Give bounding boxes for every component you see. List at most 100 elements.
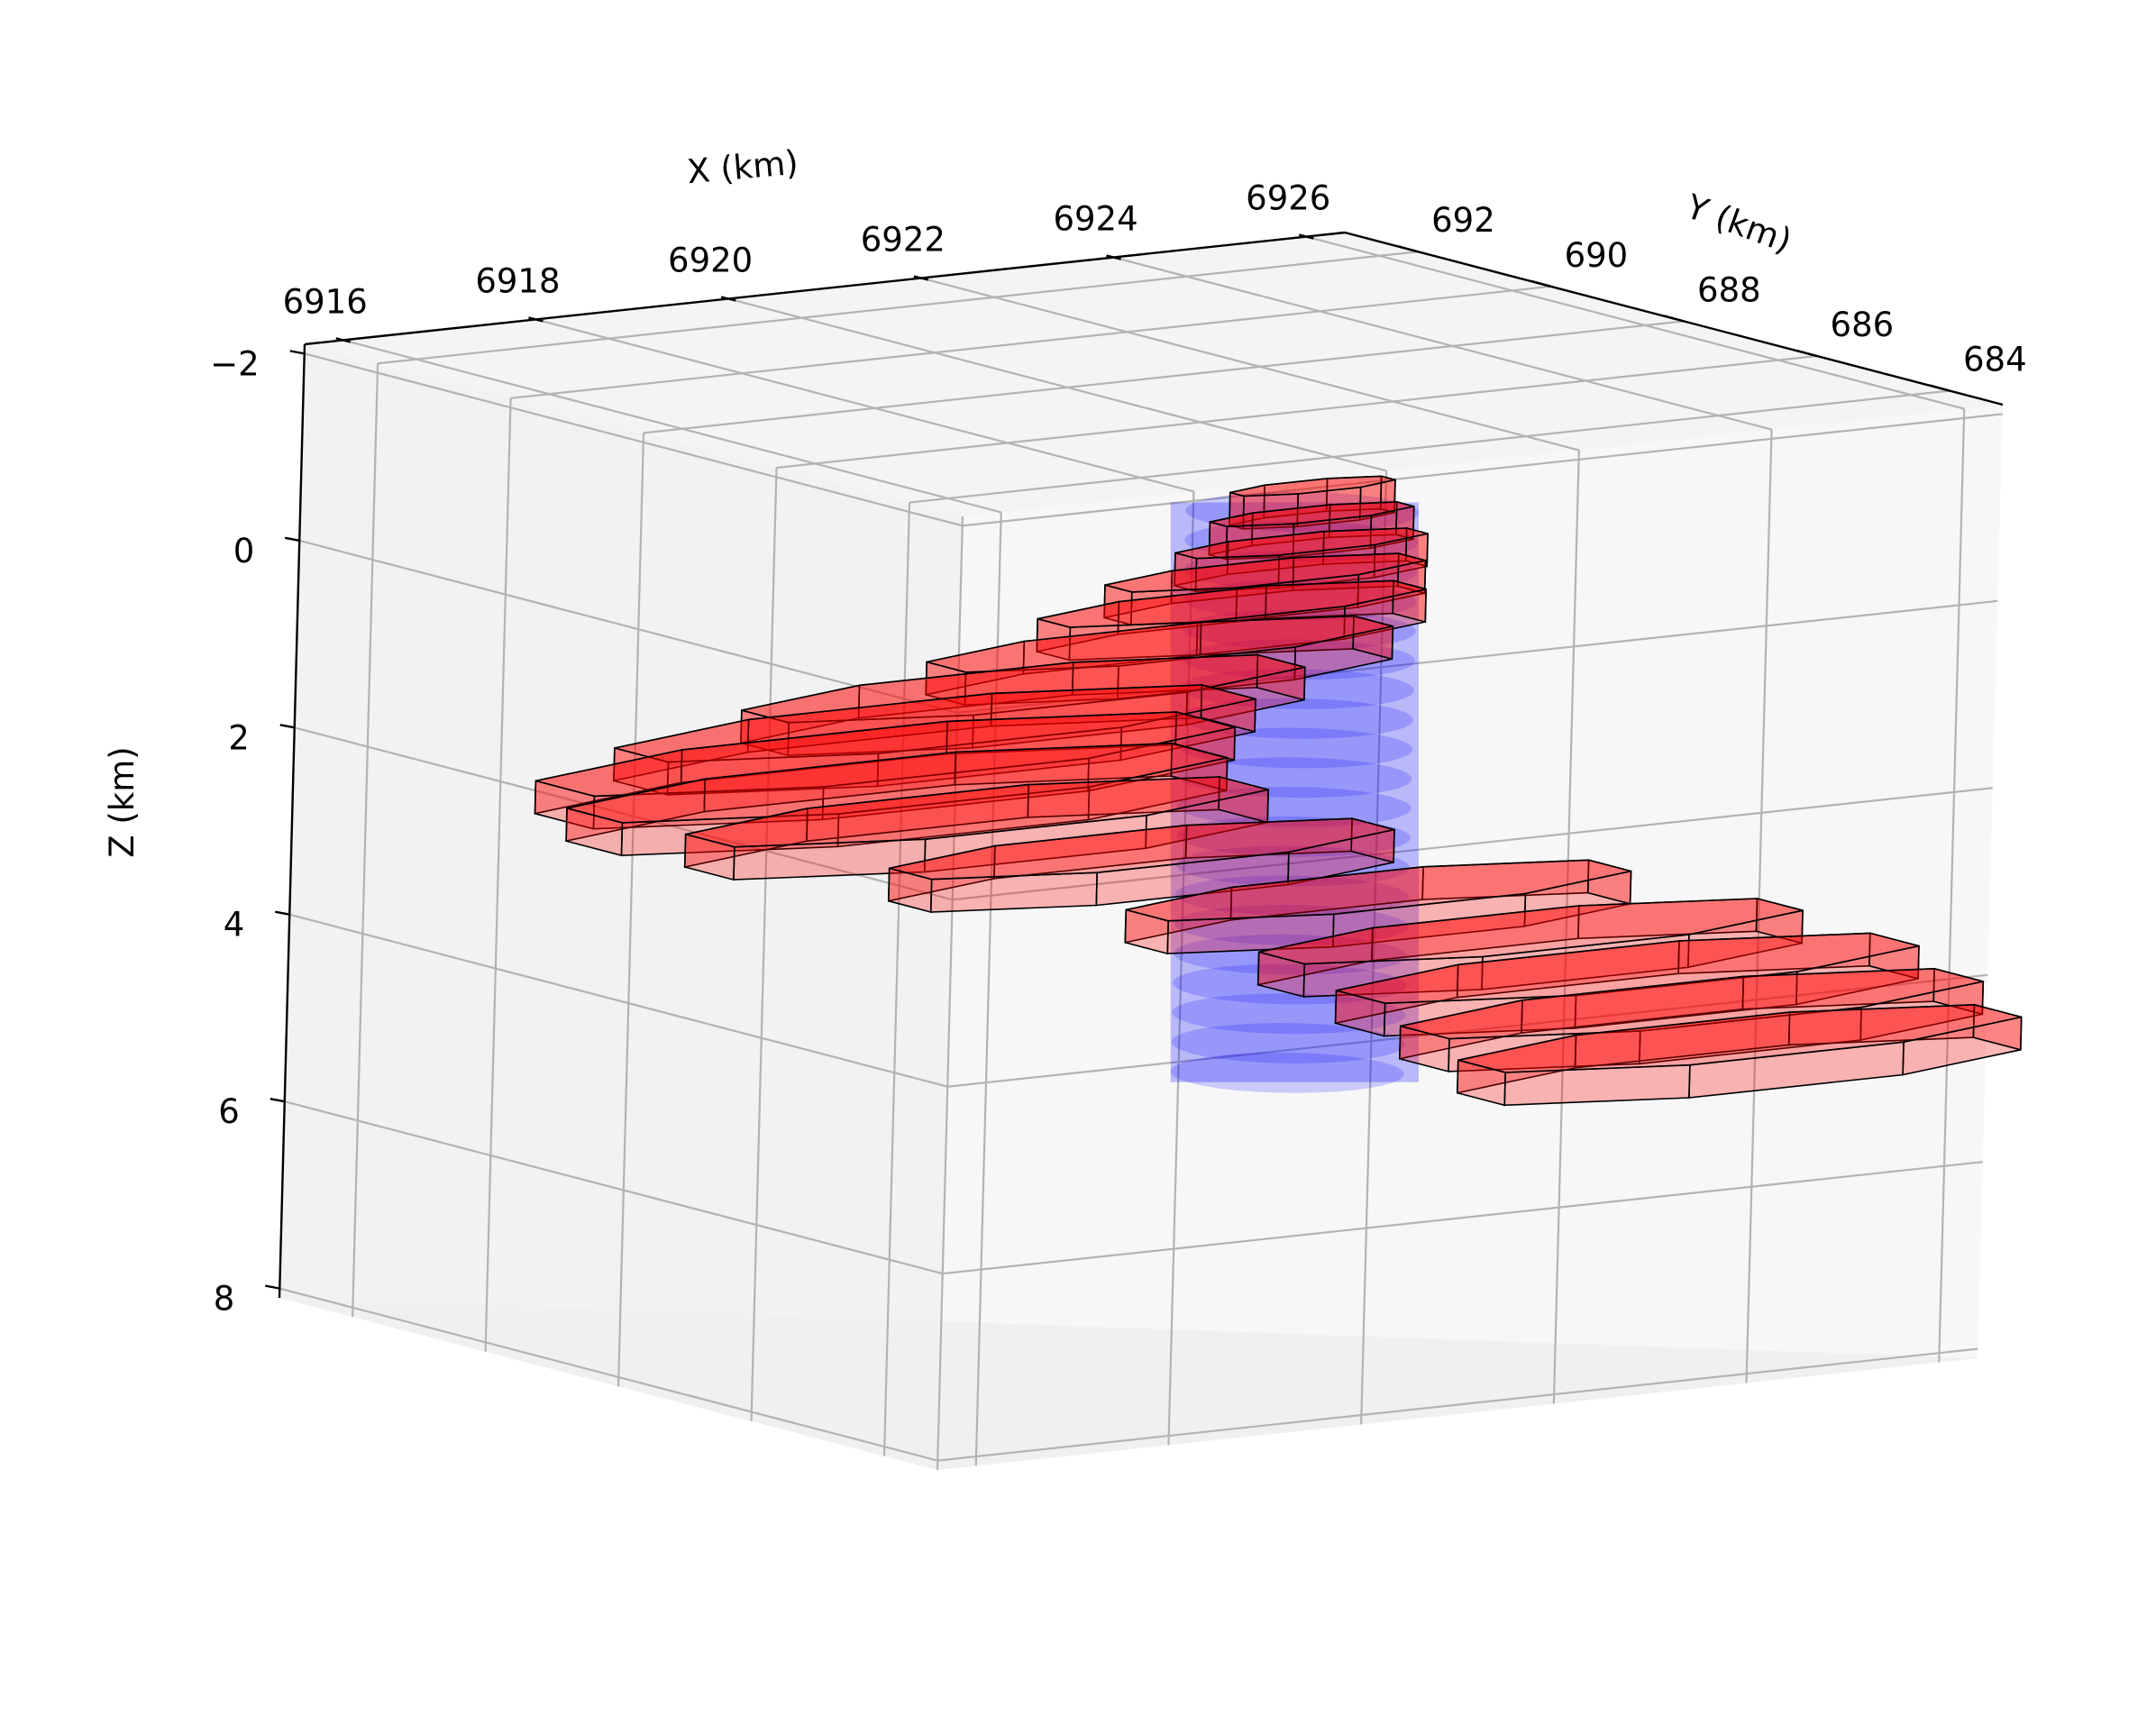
- z-tick-label: 6: [218, 1092, 240, 1131]
- grid-line-y-wall: [352, 363, 379, 1318]
- y-tick: [1663, 315, 1685, 323]
- cylinder-layer: [1170, 1052, 1404, 1093]
- z-tick: [279, 724, 295, 729]
- pane-floor: [279, 1298, 1978, 1470]
- y-tick-label: 686: [1831, 306, 1895, 344]
- slab-top: [1104, 552, 1426, 593]
- grid-line-y-top: [776, 354, 1817, 470]
- cylinder-layer: [1180, 698, 1413, 739]
- x-tick: [720, 296, 736, 302]
- grid-line-y-wall: [617, 433, 645, 1387]
- slab-top: [1336, 932, 1920, 1005]
- slab-top: [1037, 580, 1427, 628]
- pane-x-wall: [279, 344, 963, 1470]
- cylinder-layer: [1175, 875, 1409, 917]
- grid-line-z-left: [279, 1287, 938, 1462]
- x-tick: [1298, 233, 1314, 240]
- x-tick: [335, 337, 352, 343]
- grid-line-z-left: [284, 1100, 944, 1275]
- x-axis-label: X (km): [686, 143, 800, 192]
- x-tick: [913, 275, 929, 281]
- slab-top: [1258, 898, 1804, 965]
- grid-line-y-top: [643, 320, 1685, 434]
- z-tick: [285, 536, 300, 543]
- cylinder-layer: [1178, 757, 1412, 799]
- x-tick-label: 6922: [861, 221, 946, 260]
- z-tick: [270, 1097, 285, 1103]
- cylinder-layer: [1184, 521, 1419, 562]
- grid-line-z-left: [298, 539, 958, 714]
- y-tick: [1530, 279, 1551, 288]
- grid-line-y-top: [377, 251, 1419, 365]
- z-tick: [289, 350, 305, 355]
- slab-top: [926, 615, 1393, 673]
- cylinder-layer: [1172, 993, 1406, 1035]
- cylinder-layer: [1174, 905, 1408, 945]
- slab-top: [535, 711, 1236, 798]
- grid-line-z-back: [952, 787, 1993, 901]
- grid-line-z-back: [937, 1347, 1978, 1462]
- slab-top: [1126, 859, 1631, 922]
- slab-top: [685, 776, 1269, 848]
- z-tick-label: 4: [224, 906, 245, 945]
- x-tick: [1106, 254, 1121, 260]
- grid-line-x-top: [920, 277, 1580, 452]
- z-axis-line: [278, 343, 306, 1299]
- y-tick-label: 692: [1431, 201, 1495, 240]
- pane-top: [305, 233, 2003, 516]
- slab-top: [1174, 527, 1429, 560]
- x-axis-line: [304, 231, 1346, 346]
- slab-top: [1229, 475, 1396, 497]
- grid-line-x-wall: [1938, 408, 1966, 1363]
- y-tick: [1929, 384, 1950, 392]
- grid-line-y-top: [909, 389, 1950, 504]
- z-tick-label: 8: [214, 1280, 235, 1319]
- y-tick-label: 688: [1697, 270, 1761, 309]
- z-tick-label: −2: [210, 344, 260, 383]
- x-tick-label: 6916: [283, 282, 368, 321]
- grid-line-y-wall: [484, 397, 512, 1352]
- grid-line-x-wall: [1745, 429, 1773, 1383]
- z-tick: [265, 1284, 280, 1290]
- cylinder-layer: [1181, 669, 1414, 709]
- z-axis-label: Z (km): [103, 746, 142, 857]
- cylinder-layer: [1171, 1023, 1405, 1063]
- grid-line-z-left: [294, 726, 954, 901]
- cylinder-layer: [1179, 727, 1413, 769]
- data-volumes: [534, 475, 2023, 1107]
- x-tick-label: 6924: [1053, 200, 1137, 239]
- grid-line-z-left: [304, 352, 964, 527]
- x-tick-label: 6926: [1246, 179, 1330, 218]
- axis-panes: [279, 233, 2003, 1470]
- tick-labels: 691669186920692269246926692690688686684−…: [210, 179, 2026, 1319]
- y-tick: [1796, 349, 1817, 358]
- z-tick: [275, 910, 290, 916]
- grid-lines: [279, 235, 2003, 1471]
- grid-line-x-wall: [1360, 470, 1388, 1425]
- slab-top: [889, 817, 1395, 881]
- grid-line-x-wall: [1552, 450, 1580, 1404]
- grid-line-x-top: [535, 318, 1194, 493]
- x-tick: [528, 316, 544, 323]
- grid-line-z-back: [947, 973, 1988, 1088]
- slab-top: [566, 742, 1228, 824]
- x-tick-label: 6920: [668, 241, 753, 279]
- y-tick-label: 684: [1963, 341, 2027, 379]
- grid-line-x-wall: [1167, 491, 1195, 1446]
- slab-top: [1210, 501, 1414, 528]
- slab-top: [614, 684, 1256, 763]
- z-tick-label: 2: [228, 718, 250, 757]
- grid-line-x-top: [727, 297, 1387, 472]
- grid-line-x-top: [1113, 256, 1772, 431]
- grid-line-x-top: [343, 339, 1002, 514]
- pane-y-wall: [937, 405, 2003, 1470]
- grid-line-z-back: [957, 599, 1998, 714]
- grid-line-y-wall: [882, 502, 911, 1456]
- grid-line-x-top: [1305, 235, 1965, 410]
- z-tick-label: 0: [233, 532, 255, 570]
- grid-line-y-top: [510, 285, 1551, 399]
- grid-line-z-back: [962, 413, 2003, 527]
- grid-line-z-back: [942, 1161, 1983, 1275]
- slab-top: [1400, 967, 1984, 1040]
